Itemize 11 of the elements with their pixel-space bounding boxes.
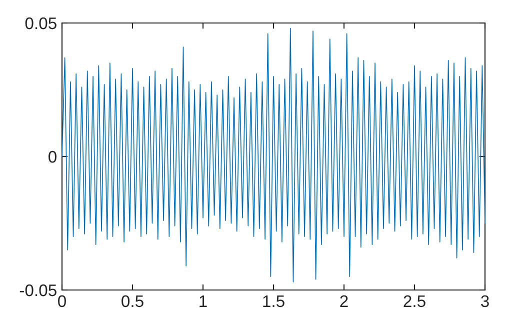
- y-tick-label: 0.05: [25, 17, 56, 30]
- x-tick-label: 0: [58, 295, 66, 308]
- x-tick-label: 2.5: [404, 295, 426, 308]
- y-tick-label: -0.05: [20, 284, 56, 296]
- x-tick-label: 1.5: [263, 295, 284, 308]
- line-series: [62, 28, 486, 282]
- x-tick-label: 2: [340, 295, 348, 307]
- x-tick-label: 3: [481, 295, 489, 308]
- y-tick-label: 0: [48, 150, 56, 163]
- x-tick-label: 0.5: [122, 295, 144, 308]
- x-tick-label: 1: [200, 295, 207, 307]
